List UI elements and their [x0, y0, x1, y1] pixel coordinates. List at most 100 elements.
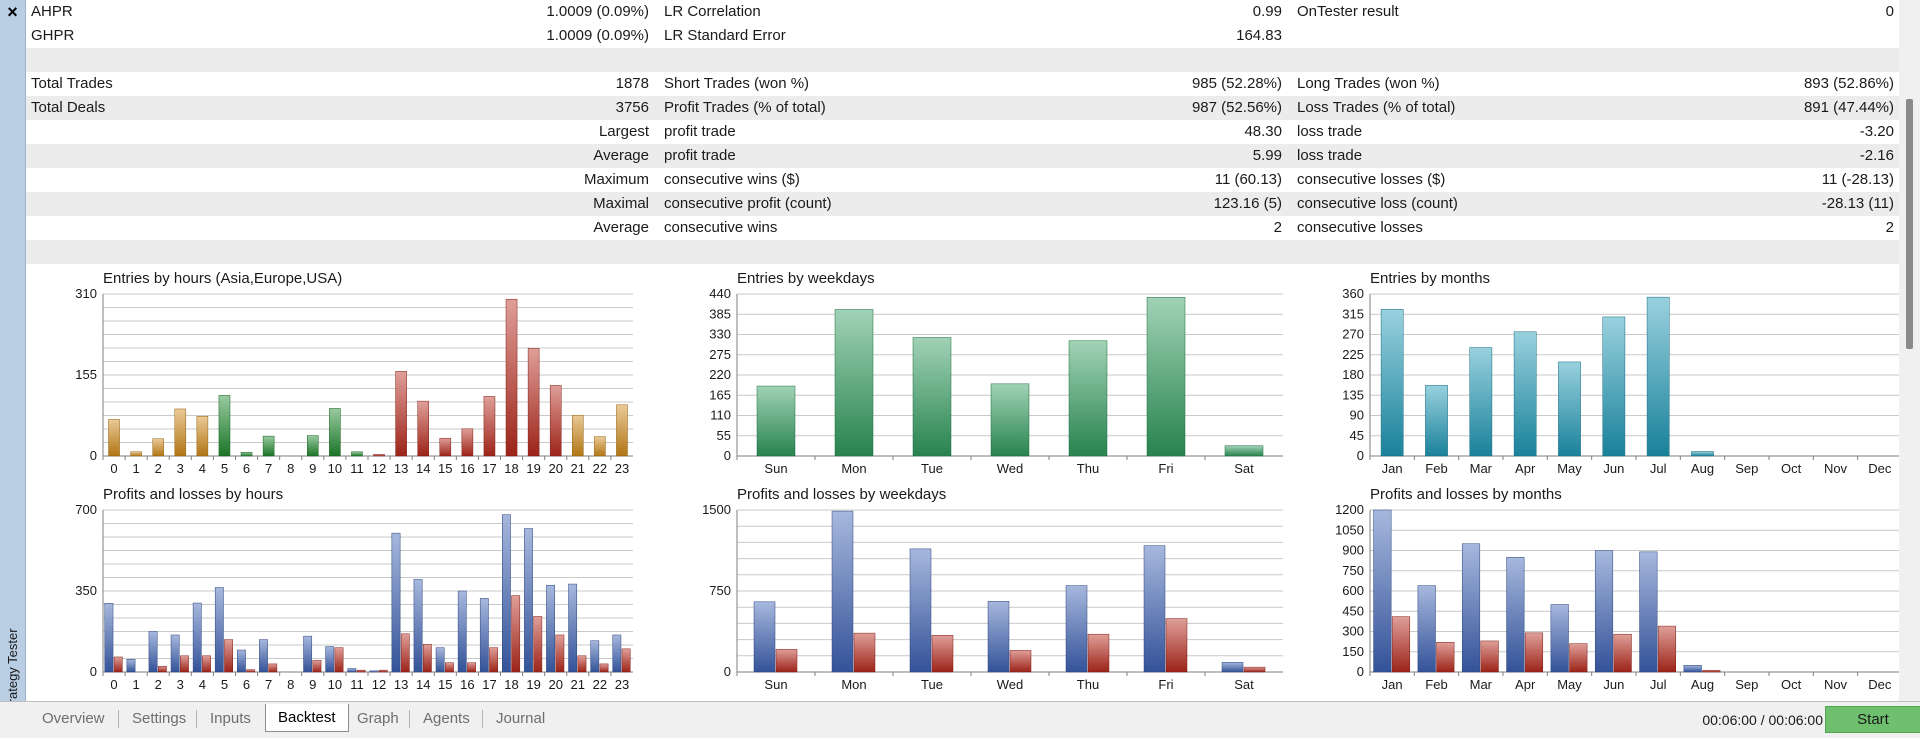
entries-hours-chart: Entries by hours (Asia,Europe,USA) 0 155 31…: [52, 270, 638, 480]
bar-loss: [246, 669, 256, 673]
stat-group-label: Maximum: [583, 171, 649, 188]
x-tick-label: 13: [394, 461, 408, 476]
bar-profit: [753, 601, 776, 673]
x-tick-label: 19: [526, 677, 540, 692]
bar-profit: [148, 631, 158, 673]
bar-loss: [1436, 642, 1455, 673]
bar-profit: [391, 532, 401, 673]
bar: [262, 435, 275, 457]
stat-label: profit trade: [664, 147, 736, 164]
bar: [108, 419, 120, 457]
bar-loss: [775, 649, 798, 673]
bar: [439, 437, 452, 457]
bar-loss: [1243, 666, 1266, 673]
x-tick-label: Nov: [1824, 461, 1848, 476]
x-tick-label: Mon: [841, 461, 866, 476]
x-tick-label: 4: [199, 677, 206, 692]
x-tick-label: 1: [133, 677, 140, 692]
stats-row: Average consecutive wins 2 consecutive loss…: [26, 216, 1899, 240]
bar: [1068, 340, 1108, 457]
bar: [505, 298, 518, 457]
stat-value: 0: [1885, 3, 1894, 20]
vertical-scrollbar[interactable]: [1899, 0, 1920, 701]
stats-table: AHPR 1.0009 (0.09%) LR Correlation 0.99 OnTe…: [26, 0, 1899, 264]
bar-profit: [192, 602, 202, 673]
x-tick-label: Aug: [1691, 461, 1714, 476]
bar-loss: [577, 655, 587, 673]
x-tick-label: Tue: [921, 677, 943, 692]
y-tick-label: 0: [90, 448, 97, 463]
chart-title: Entries by hours (Asia,Europe,USA): [103, 270, 343, 287]
tab-overview[interactable]: Overview: [42, 710, 105, 727]
tab-journal[interactable]: Journal: [496, 710, 546, 727]
x-tick-label: Apr: [1515, 677, 1536, 692]
x-tick-label: 14: [416, 677, 430, 692]
bar: [756, 385, 796, 457]
x-tick-label: 15: [438, 677, 452, 692]
bar: [461, 428, 474, 457]
stat-group-label: Maximal: [593, 195, 649, 212]
bar-loss: [1613, 633, 1632, 673]
stat-label: LR Standard Error: [664, 27, 786, 44]
y-tick-label: 220: [709, 367, 731, 382]
tab-graph[interactable]: Graph: [357, 710, 399, 727]
x-tick-label: 8: [287, 677, 294, 692]
bar-profit: [325, 646, 335, 673]
x-tick-label: 11: [350, 461, 364, 476]
bar-loss: [445, 662, 454, 673]
tab-agents[interactable]: Agents: [423, 710, 470, 727]
x-tick-label: 10: [328, 461, 342, 476]
stat-value: 48.30: [1244, 123, 1282, 140]
stat-value: 2: [1273, 219, 1282, 236]
entries-months-chart: Entries by months 0 45 90 135 180 225 270 315 360…: [1319, 270, 1899, 480]
bar: [240, 452, 253, 457]
stat-value: -2.16: [1859, 147, 1894, 164]
x-tick-label: 9: [309, 677, 316, 692]
x-tick-label: 2: [155, 461, 162, 476]
x-tick-label: Sep: [1735, 461, 1758, 476]
y-tick-label: 165: [709, 387, 731, 402]
bar-profit: [259, 639, 268, 673]
chart-plot: 0 750 1500 Sun Mon Tue Wed Thu Fri Sat: [702, 502, 1283, 692]
x-tick-label: 23: [615, 677, 629, 692]
tab-settings[interactable]: Settings: [132, 710, 187, 727]
bar: [130, 451, 142, 457]
stat-label: consecutive wins: [664, 219, 778, 236]
bar-profit: [1417, 585, 1436, 673]
bar-profit: [1373, 509, 1392, 673]
bar: [1513, 331, 1537, 457]
bar: [351, 451, 363, 457]
stat-label: GHPR: [31, 27, 75, 44]
stat-group-label: Average: [593, 147, 649, 164]
bar: [152, 438, 164, 457]
stat-label: consecutive profit (count): [664, 195, 832, 212]
bar: [912, 337, 952, 457]
bar-profit: [369, 670, 379, 673]
bar: [1469, 347, 1493, 457]
bar-profit: [237, 649, 246, 673]
stat-value: 11 (-28.13): [1821, 171, 1894, 188]
pl-months-chart: Profits and losses by months 0 150 300 450 60…: [1319, 486, 1899, 696]
x-tick-label: Sat: [1234, 677, 1254, 692]
bar-loss: [1087, 633, 1110, 673]
tab-separator: [196, 710, 197, 728]
bar-loss: [599, 663, 609, 673]
x-tick-label: 8: [287, 461, 294, 476]
scrollbar-thumb[interactable]: [1906, 99, 1913, 349]
y-tick-label: 310: [75, 286, 97, 301]
y-tick-label: 155: [75, 367, 97, 382]
chart-title: Entries by months: [1370, 270, 1491, 287]
tab-separator: [118, 710, 119, 728]
bar-loss: [1702, 670, 1721, 673]
tab-inputs[interactable]: Inputs: [210, 710, 251, 727]
bar: [549, 385, 562, 457]
start-button[interactable]: Start: [1825, 706, 1920, 733]
tab-backtest[interactable]: Backtest: [265, 704, 349, 732]
bar-profit: [590, 640, 600, 673]
x-tick-label: Apr: [1515, 461, 1536, 476]
close-icon[interactable]: ×: [7, 1, 18, 22]
bar-loss: [356, 669, 366, 673]
x-tick-label: 7: [265, 677, 272, 692]
y-tick-label: 1050: [1335, 522, 1364, 537]
x-tick-label: Jul: [1650, 461, 1667, 476]
